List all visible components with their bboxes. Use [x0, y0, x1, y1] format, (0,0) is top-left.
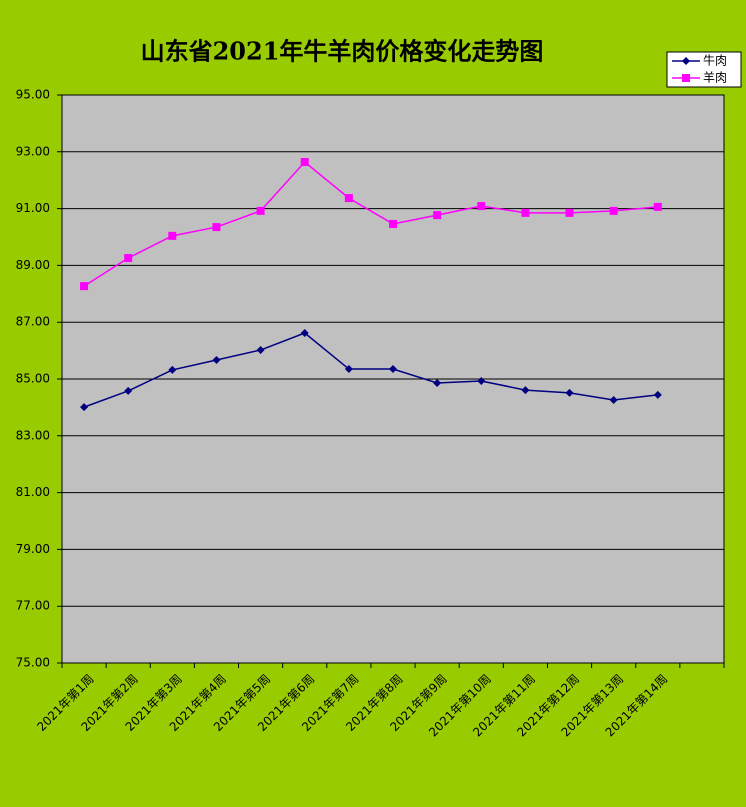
point: [168, 365, 177, 374]
point: [609, 206, 618, 215]
point: [653, 202, 662, 211]
series-line: [83, 160, 658, 287]
y-tick-label: 91.00: [16, 201, 50, 215]
point: [389, 365, 397, 374]
point: [477, 376, 486, 385]
legend-label: 牛肉: [703, 53, 727, 68]
legend-label: 羊肉: [703, 70, 727, 85]
point: [300, 328, 309, 337]
legend-box: [666, 51, 742, 88]
point: [212, 223, 221, 232]
point: [609, 396, 618, 405]
point: [80, 403, 89, 412]
point: [565, 208, 574, 217]
y-tick-label: 77.00: [16, 599, 50, 613]
y-tick-label: 83.00: [16, 428, 50, 442]
point: [124, 254, 133, 263]
legend-marker: [682, 57, 690, 65]
point: [389, 219, 397, 228]
point: [300, 158, 309, 167]
point: [124, 386, 133, 395]
point: [565, 388, 574, 397]
y-tick-label: 87.00: [16, 315, 50, 329]
y-tick-label: 79.00: [16, 542, 50, 556]
y-tick-label: 89.00: [16, 258, 50, 272]
point: [521, 386, 530, 395]
y-tick-label: 93.00: [16, 144, 50, 158]
point: [433, 378, 442, 387]
point: [521, 208, 530, 217]
y-tick-label: 95.00: [16, 88, 50, 102]
chart-title: 山东省2021年牛羊肉价格变化走势图: [141, 37, 544, 66]
point: [344, 194, 353, 203]
legend-marker: [682, 74, 690, 82]
y-tick-label: 81.00: [16, 485, 50, 499]
point: [344, 365, 353, 374]
point: [256, 346, 265, 355]
point: [212, 355, 221, 364]
point: [168, 231, 177, 240]
point: [653, 390, 662, 399]
series-line: [83, 332, 658, 408]
point: [256, 206, 265, 215]
y-tick-label: 85.00: [16, 372, 50, 386]
point: [433, 211, 442, 220]
point: [80, 282, 89, 291]
point: [477, 202, 486, 211]
y-tick-label: 75.00: [16, 656, 50, 670]
